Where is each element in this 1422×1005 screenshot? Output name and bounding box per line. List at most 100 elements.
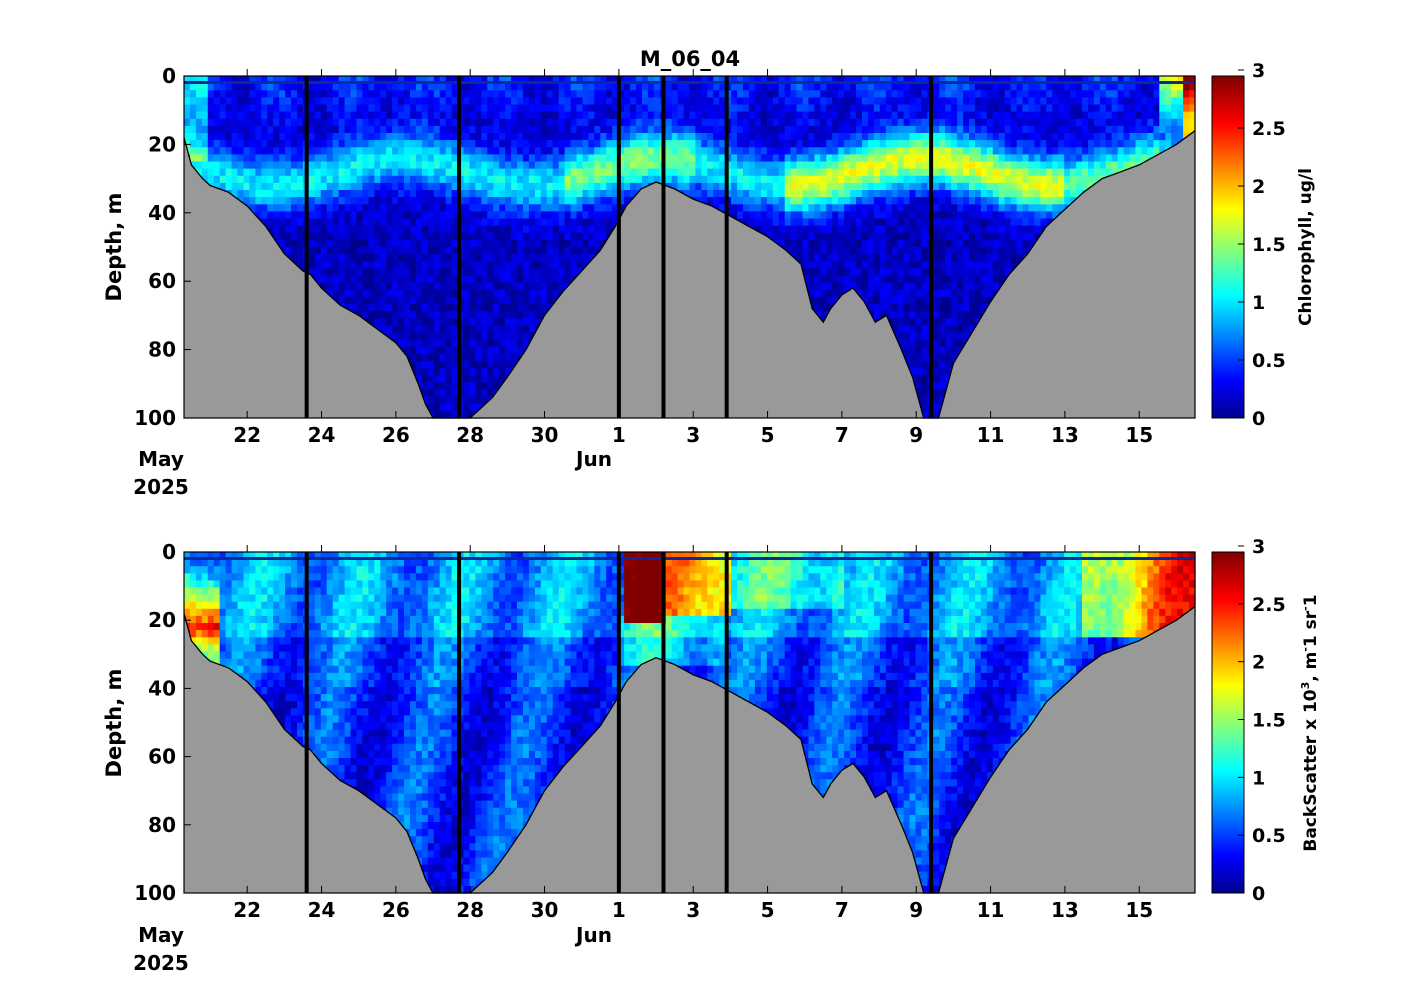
chl-heatmap-cell — [421, 289, 429, 298]
chl-heatmap-cell — [297, 190, 304, 198]
chl-heatmap-cell — [344, 104, 352, 113]
chl-heatmap-cell — [1189, 90, 1196, 98]
chl-heatmap-cell — [963, 311, 970, 319]
chl-heatmap-cell — [184, 125, 191, 134]
chl-heatmap-cell — [1058, 190, 1065, 198]
chl-heatmap-cell — [439, 211, 447, 220]
chl-heatmap-cell — [392, 239, 399, 248]
chl-heatmap-cell — [433, 282, 441, 291]
chl-heatmap-cell — [445, 311, 453, 319]
chl-heatmap-cell — [612, 83, 619, 91]
chl-heatmap-cell — [796, 133, 803, 141]
chl-heatmap-cell — [1022, 97, 1029, 106]
chl-heatmap-cell — [344, 182, 352, 191]
chl-heatmap-cell — [433, 353, 441, 362]
chl-heatmap-cell — [243, 175, 250, 184]
chl-heatmap-cell — [992, 97, 1000, 106]
chl-heatmap-cell — [219, 76, 227, 84]
chl-heatmap-cell — [820, 125, 827, 134]
chl-heatmap-cell — [701, 197, 708, 205]
chl-heatmap-cell — [451, 296, 459, 305]
chl-heatmap-cell — [421, 104, 429, 113]
chl-heatmap-cell — [719, 133, 726, 141]
chl-heatmap-cell — [576, 90, 583, 98]
chl-heatmap-cell — [487, 382, 494, 391]
chl-heatmap-cell — [891, 175, 899, 184]
chl-heatmap-cell — [969, 133, 976, 141]
chl-heatmap-cell — [832, 118, 839, 127]
chl-heatmap-cell — [986, 125, 994, 134]
chl-heatmap-cell — [439, 296, 447, 305]
chl-heatmap-cell — [487, 197, 494, 205]
chl-heatmap-cell — [867, 125, 875, 134]
chl-heatmap-cell — [743, 168, 750, 177]
chl-heatmap-cell — [1010, 225, 1018, 234]
chl-heatmap-cell — [540, 289, 548, 298]
chl-heatmap-cell — [451, 325, 459, 334]
chl-heatmap-cell — [517, 83, 524, 91]
chl-heatmap-cell — [433, 296, 441, 305]
bs-heatmap-cell — [189, 608, 197, 617]
chl-heatmap-cell — [511, 211, 518, 220]
chl-heatmap-cell — [909, 154, 916, 163]
chl-heatmap-cell — [808, 225, 815, 234]
chl-heatmap-cell — [903, 311, 911, 319]
chl-heatmap-cell — [469, 225, 476, 234]
chl-heatmap-cell — [998, 97, 1006, 106]
chl-heatmap-cell — [564, 268, 572, 277]
chl-heatmap-cell — [850, 254, 857, 262]
chl-heatmap-cell — [463, 161, 470, 170]
chl-heatmap-cell — [499, 311, 506, 319]
chl-heatmap-cell — [1016, 133, 1024, 141]
chl-heatmap-cell — [606, 211, 613, 220]
chl-heatmap-cell — [1123, 111, 1131, 120]
chl-heatmap-cell — [832, 296, 839, 305]
chl-heatmap-cell — [992, 90, 1000, 98]
chl-heatmap-cell — [867, 147, 875, 155]
chl-heatmap-cell — [487, 332, 494, 341]
chl-heatmap-cell — [552, 218, 560, 227]
chl-heatmap-cell — [862, 218, 869, 227]
chl-heatmap-cell — [939, 304, 946, 312]
chl-heatmap-cell — [1082, 133, 1089, 141]
chl-heatmap-cell — [195, 147, 203, 155]
chl-heatmap-cell — [915, 261, 922, 269]
chl-heatmap-cell — [945, 261, 952, 269]
chl-heatmap-cell — [445, 76, 453, 84]
chl-heatmap-cell — [701, 125, 708, 134]
chl-heatmap-cell — [201, 133, 209, 141]
chl-heatmap-cell — [291, 254, 298, 262]
chl-heatmap-cell — [814, 97, 821, 106]
chl-heatmap-cell — [540, 204, 548, 212]
chl-heatmap-cell — [1010, 90, 1018, 98]
chl-heatmap-cell — [338, 268, 346, 277]
chl-heatmap-cell — [291, 175, 298, 184]
chl-heatmap-cell — [285, 90, 292, 98]
chl-heatmap-cell — [808, 268, 815, 277]
chl-heatmap-cell — [481, 304, 488, 312]
chl-heatmap-cell — [612, 182, 619, 191]
chl-heatmap-cell — [582, 211, 589, 220]
chl-heatmap-cell — [421, 90, 429, 98]
chl-heatmap-cell — [308, 190, 316, 198]
chl-heatmap-cell — [392, 111, 399, 120]
chl-heatmap-cell — [308, 211, 316, 220]
chl-heatmap-cell — [1111, 104, 1119, 113]
chl-heatmap-cell — [992, 125, 1000, 134]
chl-heatmap-cell — [273, 133, 280, 141]
chl-heatmap-cell — [582, 232, 589, 241]
chl-heatmap-cell — [189, 133, 197, 141]
chl-heatmap-cell — [552, 90, 560, 98]
chl-heatmap-cell — [297, 111, 304, 120]
chl-heatmap-cell — [1052, 182, 1059, 191]
chl-heatmap-cell — [404, 232, 411, 241]
chl-heatmap-cell — [1141, 147, 1148, 155]
chl-heatmap-cell — [505, 318, 512, 326]
chl-heatmap-cell — [1129, 147, 1137, 155]
chl-heatmap-cell — [273, 197, 280, 205]
chl-heatmap-cell — [630, 175, 637, 184]
chl-heatmap-cell — [1052, 175, 1059, 184]
chl-heatmap-cell — [897, 311, 905, 319]
chl-heatmap-cell — [297, 147, 304, 155]
chl-heatmap-cell — [1070, 175, 1077, 184]
